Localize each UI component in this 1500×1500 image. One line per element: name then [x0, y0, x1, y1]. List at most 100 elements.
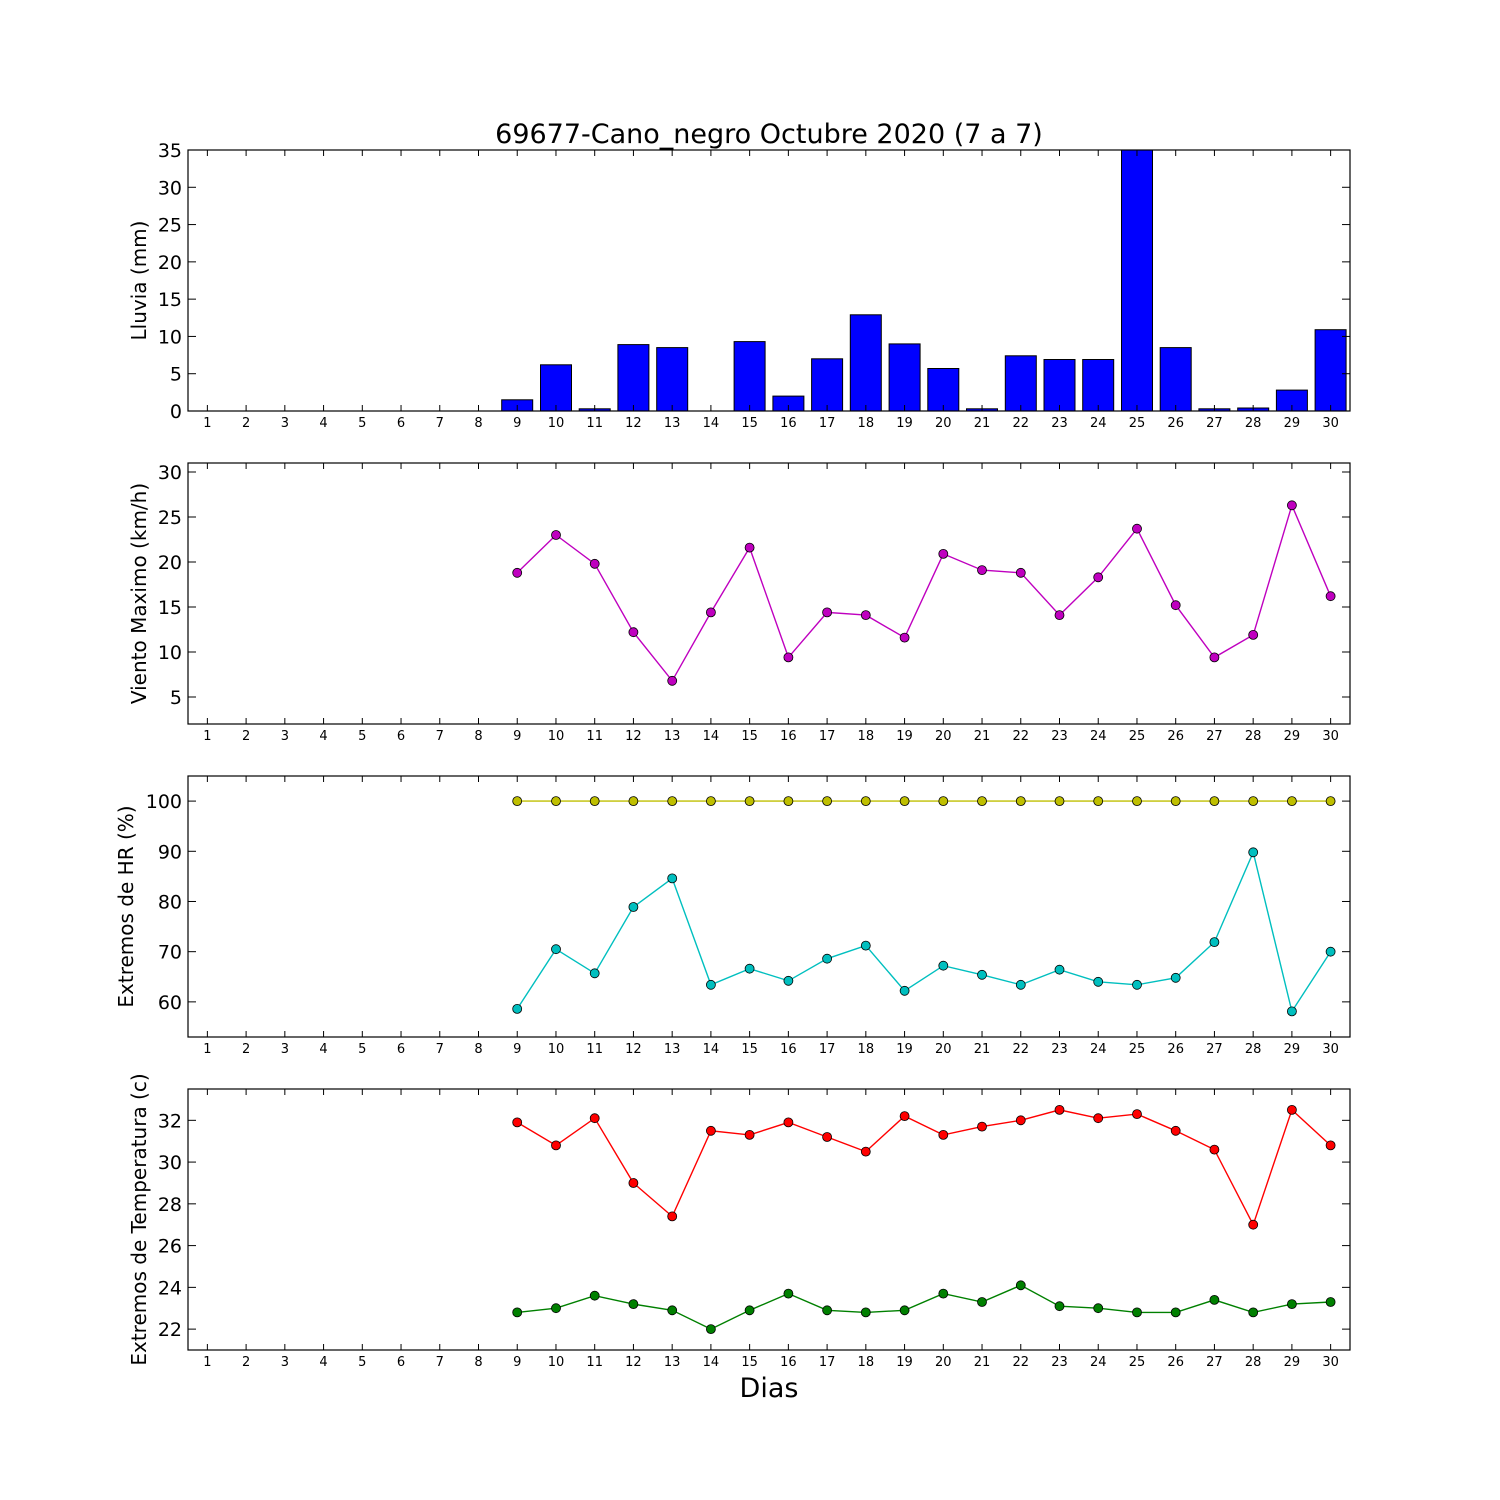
x-tick-label: 28 — [1245, 1355, 1262, 1370]
series-line — [516, 850, 1332, 1014]
y-tick-label: 30 — [158, 1152, 182, 1174]
data-point — [667, 873, 678, 884]
data-point — [1325, 946, 1336, 957]
data-point — [1132, 979, 1142, 990]
x-tick-label: 1 — [203, 1042, 211, 1057]
x-tick-label: 20 — [935, 416, 952, 431]
data-point — [938, 549, 949, 559]
x-tick-label: 15 — [741, 416, 758, 431]
x-tick-label: 8 — [474, 1042, 482, 1057]
y-tick-label: 32 — [158, 1110, 182, 1132]
x-tick-label: 16 — [780, 416, 797, 431]
data-point — [589, 968, 600, 979]
x-tick-label: 16 — [780, 729, 797, 744]
x-tick-label: 14 — [703, 416, 720, 431]
data-point — [512, 567, 523, 578]
data-point — [899, 1111, 910, 1121]
data-point — [977, 1121, 987, 1132]
x-tick-label: 2 — [242, 416, 250, 431]
x-tick-label: 22 — [1012, 1042, 1029, 1057]
data-point — [1015, 979, 1026, 990]
x-tick-label: 7 — [436, 1355, 444, 1370]
y-tick-label: 22 — [158, 1319, 182, 1341]
x-tick-label: 13 — [664, 729, 681, 744]
data-point — [899, 1305, 910, 1316]
x-tick-label: 15 — [741, 1355, 758, 1370]
x-tick-label: 1 — [203, 1355, 211, 1370]
data-point — [512, 1004, 523, 1014]
x-tick-label: 12 — [625, 729, 642, 744]
plot-area — [512, 1105, 1336, 1334]
y-tick-label: 5 — [170, 364, 182, 386]
series-line — [516, 503, 1332, 683]
data-point — [822, 796, 832, 806]
data-point — [860, 796, 871, 806]
axes-frame — [187, 149, 1351, 412]
x-tick-label: 30 — [1322, 729, 1339, 744]
x-tick-label: 20 — [935, 1042, 952, 1057]
data-point — [1132, 796, 1142, 806]
bar — [1043, 359, 1076, 412]
x-tick-label: 12 — [625, 416, 642, 431]
data-point — [1015, 796, 1026, 806]
data-point — [822, 607, 832, 618]
data-point — [977, 969, 987, 980]
x-tick-label: 28 — [1245, 1042, 1262, 1057]
data-point — [667, 1211, 678, 1222]
y-tick-label: 15 — [158, 597, 182, 619]
x-tick-label: 13 — [664, 416, 681, 431]
x-tick-label: 23 — [1051, 1042, 1068, 1057]
y-axis-label: Extremos de Temperatura (c) — [127, 1073, 151, 1365]
y-tick-label: 0 — [170, 401, 182, 423]
x-tick-label: 6 — [397, 1042, 405, 1057]
data-point — [1093, 796, 1104, 806]
panel-2: 1 2 3 4 5 6 7 8 9 10 11 12 13 14 15 16 17 18 19 20 21 22 23 24 2… — [127, 462, 1351, 744]
x-tick-label: 26 — [1167, 1355, 1184, 1370]
x-tick-label: 28 — [1245, 416, 1262, 431]
data-point — [667, 796, 678, 806]
x-tick-label: 15 — [741, 1042, 758, 1057]
panel-4: 1 2 3 4 5 6 7 8 9 10 11 12 13 14 15 16 17 18 19 20 21 22 23 24 2… — [127, 1073, 1351, 1370]
y-tick-label: 24 — [158, 1277, 182, 1299]
data-point — [706, 1324, 716, 1334]
x-tick-label: 11 — [586, 1355, 603, 1370]
x-tick-label: 9 — [513, 1355, 521, 1370]
series-2 — [512, 1280, 1336, 1334]
x-axis: 1 2 3 4 5 6 7 8 9 10 11 12 13 14 15 16 17 18 19 20 21 22 23 24 2… — [203, 463, 1339, 744]
x-tick-label: 27 — [1206, 1042, 1223, 1057]
x-tick-label: 23 — [1051, 416, 1068, 431]
x-tick-label: 29 — [1284, 729, 1301, 744]
series-1 — [512, 796, 1336, 806]
x-tick-label: 26 — [1167, 729, 1184, 744]
plot-area — [512, 796, 1336, 1017]
x-tick-label: 11 — [586, 1042, 603, 1057]
x-tick-label: 13 — [664, 1355, 681, 1370]
axes-frame — [187, 775, 1351, 1038]
x-tick-label: 1 — [203, 729, 211, 744]
x-tick-label: 9 — [513, 416, 521, 431]
data-point — [1054, 964, 1065, 975]
data-point — [1170, 600, 1181, 611]
data-point — [706, 1125, 716, 1136]
x-tick-label: 17 — [819, 1355, 836, 1370]
data-point — [1325, 591, 1336, 602]
data-point — [1170, 1307, 1181, 1318]
data-point — [1209, 1144, 1220, 1155]
y-axis-label: Lluvia (mm) — [127, 221, 151, 341]
data-point — [667, 675, 678, 686]
x-tick-label: 21 — [974, 1355, 991, 1370]
x-tick-label: 11 — [586, 729, 603, 744]
x-tick-label: 12 — [625, 1042, 642, 1057]
data-point — [1132, 1307, 1142, 1318]
y-tick-label: 35 — [158, 140, 182, 162]
x-tick-label: 19 — [896, 729, 913, 744]
y-tick-label: 20 — [158, 252, 182, 274]
x-tick-label: 14 — [703, 1042, 720, 1057]
x-tick-label: 4 — [319, 1042, 327, 1057]
data-point — [1054, 1105, 1065, 1115]
x-tick-label: 19 — [896, 1042, 913, 1057]
x-tick-label: 2 — [242, 1042, 250, 1057]
y-tick-label: 10 — [158, 326, 182, 348]
data-point — [1248, 1219, 1259, 1230]
x-tick-label: 3 — [281, 1042, 289, 1057]
